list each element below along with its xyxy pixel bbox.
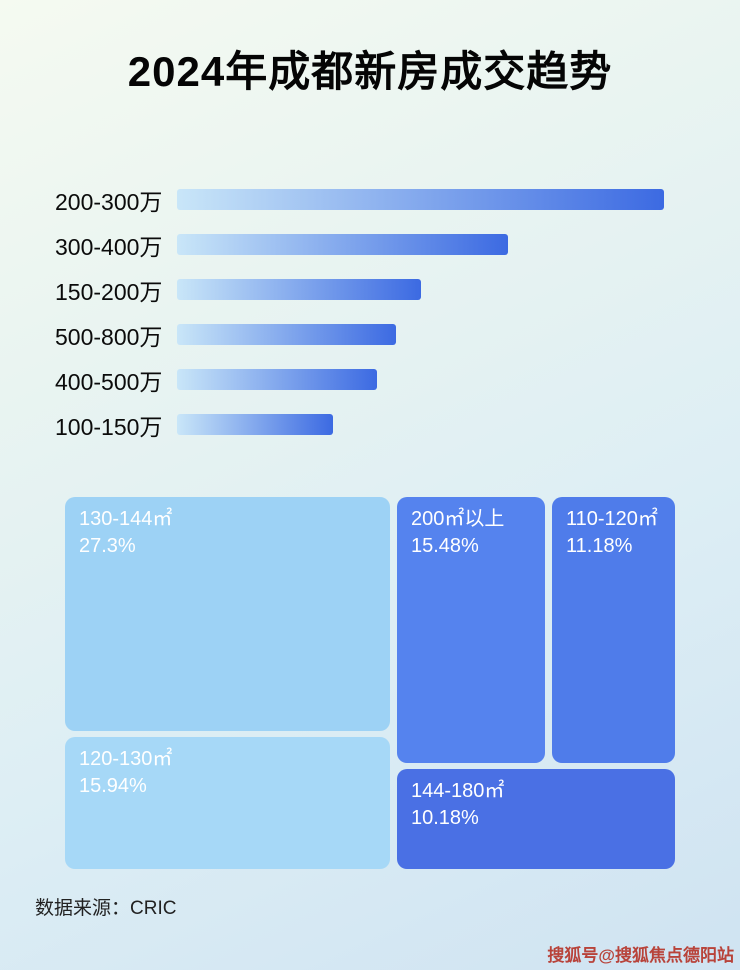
bar-fill	[177, 369, 377, 390]
bar-track	[177, 324, 664, 345]
bar-fill	[177, 414, 333, 435]
bar-track	[177, 234, 664, 255]
treemap-block-144-180: 144-180㎡ 10.18%	[397, 769, 675, 869]
treemap-block-120-130: 120-130㎡ 15.94%	[65, 737, 390, 869]
treemap-percent: 15.48%	[411, 535, 479, 557]
bar-category-label: 400-500万	[55, 368, 163, 395]
bar-category-label: 150-200万	[55, 278, 163, 305]
treemap-percent: 27.3%	[79, 535, 136, 557]
area-size-treemap: 130-144㎡ 27.3% 120-130㎡ 15.94% 200㎡以上 15…	[65, 497, 675, 869]
bar-fill	[177, 279, 421, 300]
treemap-block-200-plus: 200㎡以上 15.48%	[397, 497, 545, 763]
data-source-text: 数据来源：CRIC	[35, 898, 177, 919]
bar-track	[177, 369, 664, 390]
bar-category-label: 100-150万	[55, 413, 163, 440]
bar-track	[177, 279, 664, 300]
treemap-label: 200㎡以上	[411, 508, 505, 530]
treemap-block-130-144: 130-144㎡ 27.3%	[65, 497, 390, 731]
bar-category-label: 500-800万	[55, 323, 163, 350]
bar-fill	[177, 189, 664, 210]
bar-row: 400-500万	[55, 357, 685, 402]
treemap-label: 110-120㎡	[566, 508, 658, 530]
bar-fill	[177, 234, 509, 255]
treemap-label: 144-180㎡	[411, 780, 505, 802]
bar-fill	[177, 324, 397, 345]
bar-row: 200-300万	[55, 177, 685, 222]
treemap-label: 130-144㎡	[79, 508, 173, 530]
page-title: 2024年成都新房成交趋势	[127, 48, 613, 95]
treemap-percent: 11.18%	[566, 535, 633, 557]
treemap-percent: 15.94%	[79, 775, 147, 797]
bar-category-label: 300-400万	[55, 233, 163, 260]
bar-row: 150-200万	[55, 267, 685, 312]
treemap-block-110-120: 110-120㎡ 11.18%	[552, 497, 675, 763]
bar-row: 100-150万	[55, 402, 685, 447]
watermark-text: 搜狐号@搜狐焦点德阳站	[547, 946, 734, 965]
bar-row: 500-800万	[55, 312, 685, 357]
treemap-percent: 10.18%	[411, 807, 479, 829]
bar-category-label: 200-300万	[55, 188, 163, 215]
treemap-label: 120-130㎡	[79, 748, 173, 770]
bar-track	[177, 414, 664, 435]
bar-row: 300-400万	[55, 222, 685, 267]
bar-track	[177, 189, 664, 210]
price-range-bar-chart: 200-300万 300-400万 150-200万 500-800万 400-…	[55, 177, 685, 447]
